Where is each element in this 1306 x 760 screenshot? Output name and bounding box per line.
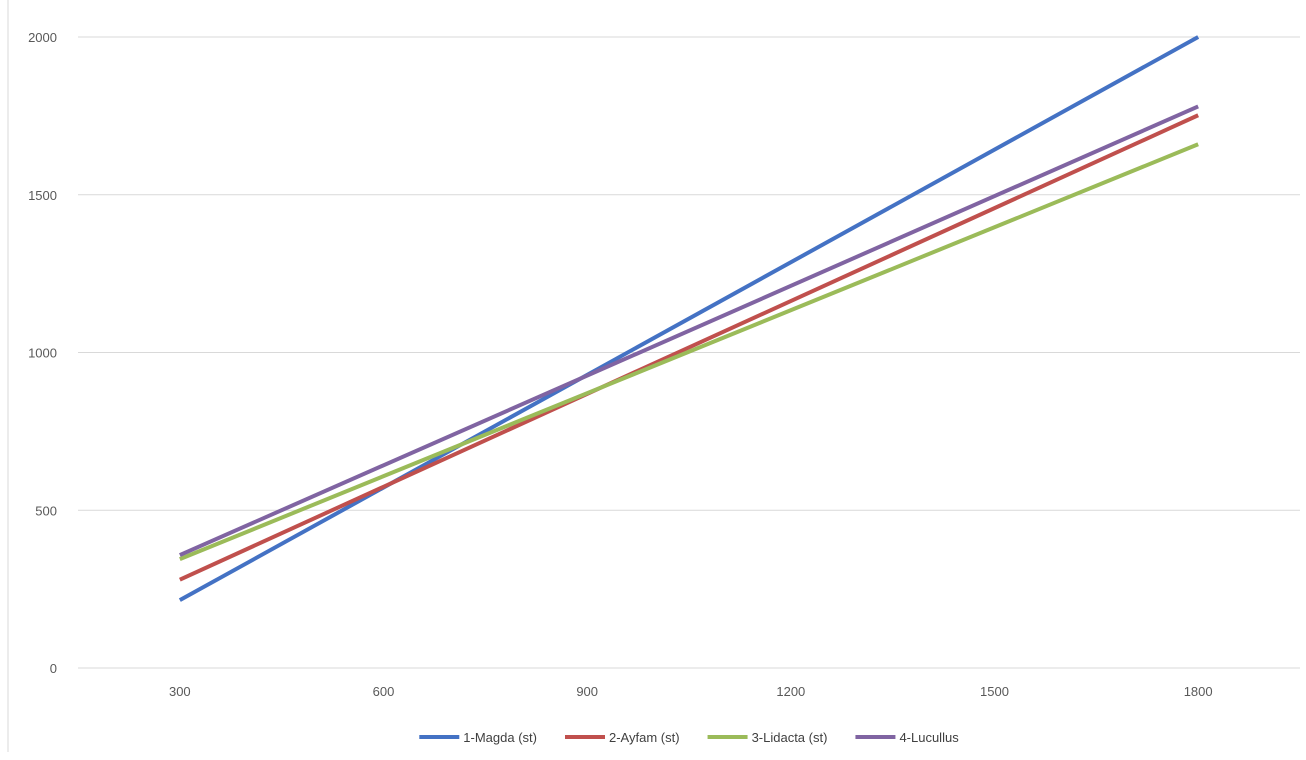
legend-item: 1-Magda (st) bbox=[419, 730, 537, 745]
series-lines bbox=[178, 35, 1200, 602]
legend-label: 4-Lucullus bbox=[899, 730, 959, 745]
series-line-1 bbox=[178, 35, 1200, 602]
y-tick-label: 2000 bbox=[28, 30, 57, 45]
legend: 1-Magda (st) 2-Ayfam (st) 3-Lidacta (st) 4-… bbox=[419, 730, 959, 745]
x-tick-label: 900 bbox=[576, 684, 598, 699]
x-tick-label: 1500 bbox=[980, 684, 1009, 699]
x-tick-label: 1800 bbox=[1184, 684, 1213, 699]
legend-label: 3-Lidacta (st) bbox=[752, 730, 828, 745]
y-tick-label: 1000 bbox=[28, 346, 57, 361]
legend-label: 2-Ayfam (st) bbox=[609, 730, 680, 745]
y-axis-tick-labels: 0 500 1000 1500 2000 bbox=[28, 30, 57, 676]
series-line-4 bbox=[179, 104, 1199, 557]
x-tick-label: 1200 bbox=[776, 684, 805, 699]
series-line-2 bbox=[179, 113, 1199, 582]
x-axis-tick-labels: 300 600 900 1200 1500 1800 bbox=[169, 684, 1213, 699]
x-tick-label: 300 bbox=[169, 684, 191, 699]
legend-item: 2-Ayfam (st) bbox=[565, 730, 680, 745]
x-tick-label: 600 bbox=[373, 684, 395, 699]
series-line-3 bbox=[179, 142, 1199, 562]
y-tick-label: 500 bbox=[35, 503, 57, 518]
legend-item: 3-Lidacta (st) bbox=[707, 730, 828, 745]
y-tick-label: 1500 bbox=[28, 188, 57, 203]
legend-label: 1-Magda (st) bbox=[463, 730, 537, 745]
y-tick-label: 0 bbox=[50, 661, 57, 676]
legend-item: 4-Lucullus bbox=[855, 730, 959, 745]
